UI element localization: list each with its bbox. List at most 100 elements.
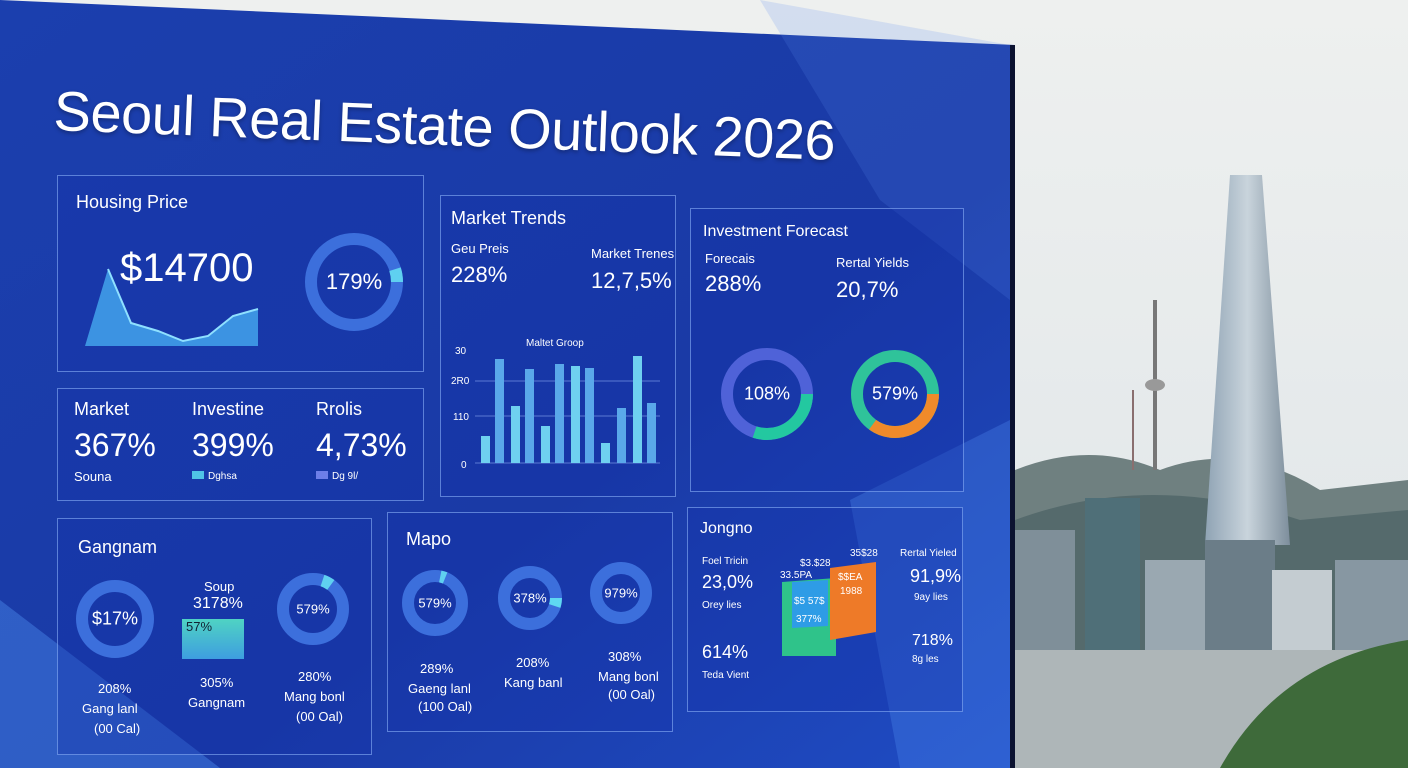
footer-label: Mang bonl [598,669,659,684]
item-label: Teda Vient [702,670,750,681]
metric-note: Dg 9l/ [316,471,358,482]
footer-note: (100 Oal) [418,699,473,714]
donut-label: 179% [325,269,383,294]
footer-note: (00 Cal) [94,721,141,736]
item-value: 228% [451,262,508,287]
donut-arc [721,348,813,440]
panel-title: Market Trends [451,208,567,228]
donut-arc [277,573,349,645]
footer-label: Mang bonl [284,689,345,704]
donut-ring [851,350,939,438]
donut-ring [721,348,813,440]
footer-label: Kang banl [504,675,563,690]
panel-title: Mapo [406,529,452,549]
panel-title: Investment Forecast [703,223,848,240]
donut-arc [402,570,468,636]
item-value: 718% [912,632,953,649]
donut-ring [498,566,562,630]
item-value: 614% [702,642,749,662]
donut-label: 979% [604,585,638,601]
footer-value: 308% [608,649,642,664]
item-label: Rertal Yieled [900,548,957,559]
donut-label: 378% [513,590,547,606]
metric-note-text: Dghsa [208,471,237,482]
metric-value: 367% [74,427,156,463]
donut-label: 579% [418,595,452,611]
item-label: Market Trenes [591,246,675,261]
gangnam-panel: Gangnam $17% Soup 3178% 57% 579% 208% Ga… [57,518,372,755]
donut: $17% [74,571,156,667]
donut-ring [590,562,652,624]
housing-price-panel: Housing Price $14700 179% [57,175,424,372]
chart-label: $$EA [838,572,863,583]
investment-panel: Investment Forecast Forecais 288% Rertal… [690,208,964,492]
panel-title: Gangnam [78,537,158,557]
y-tick-label: 0 [461,460,467,471]
donut: 378% [496,553,564,643]
mapo-panel: Mapo 579% 378% 979% 289% Gaeng lanl (100… [387,512,673,732]
y-tick-label: 30 [455,346,467,357]
footer-value: 289% [420,661,454,676]
donut: 108% [719,327,815,461]
item-value: 12,7,5% [591,268,672,293]
item-value: 23,0% [702,572,754,592]
footer-note: (00 Oal) [296,709,343,724]
item-value: 91,9% [910,566,962,586]
item-label: Geu Preis [451,241,509,256]
donut-label: 579% [296,601,330,617]
item-label: Foel Tricin [702,556,749,567]
donut-arc [590,562,652,624]
bar-label: 57% [186,619,213,634]
metric-note-text: Dg 9l/ [332,471,359,482]
metric-value: 4,73% [316,427,407,463]
footer-label: Gaeng lanl [408,681,471,696]
donut: 579% [275,563,351,655]
footer-label: Gangnam [188,695,246,710]
metric-label: Rrolis [316,399,363,419]
metric-label: Investine [192,399,265,419]
footer-note: (00 Oal) [608,687,655,702]
footer-label: Gang lanl [82,701,138,716]
item-value: 3178% [193,595,243,612]
item-label: Forecais [705,251,755,266]
metric-label: Market [74,399,130,419]
chart-label: 35$28 [850,548,878,559]
metric-note: Souna [74,469,112,484]
item-note: 9ay lies [914,592,948,603]
footer-value: 305% [200,675,234,690]
donut: 579% [400,557,470,649]
chart-label: 377% [796,614,822,625]
item-label: Rertal Yields [836,255,909,270]
metric-value: 399% [192,427,274,463]
y-tick-label: 2R0 [451,376,470,387]
donut-arc [76,580,154,658]
metric-note: Dghsa [192,471,237,482]
stacked-chart [782,562,876,656]
chart-label: 33.5PA [780,570,813,581]
panel-title: Housing Price [76,192,189,212]
donut-label: $17% [91,608,139,629]
chart-title: Maltet Groop [526,338,584,349]
donut-ring [76,580,154,658]
donut: 579% [849,327,941,461]
footer-value: 280% [298,669,332,684]
item-note: Orey lies [702,600,742,611]
market-trends-panel: Market Trends Geu Preis 228% Market Tren… [440,195,676,497]
panel-title: Jongno [700,520,753,537]
donut: 979% [588,549,654,637]
bar-chart [475,356,660,464]
footer-value: 208% [516,655,550,670]
donut-label: 108% [743,383,791,404]
item-label: 8g les [912,654,939,665]
chart-label: 1988 [840,586,863,597]
jongno-panel: Jongno Foel Tricin 23,0% Orey lies $3.$2… [687,507,963,712]
donut-arc [851,350,939,438]
legend-swatch [192,471,204,479]
donut: 179% [303,231,405,333]
donut-arc [498,566,562,630]
sparkline [85,268,259,346]
item-value: 20,7% [836,277,899,302]
item-value: 288% [705,271,762,296]
